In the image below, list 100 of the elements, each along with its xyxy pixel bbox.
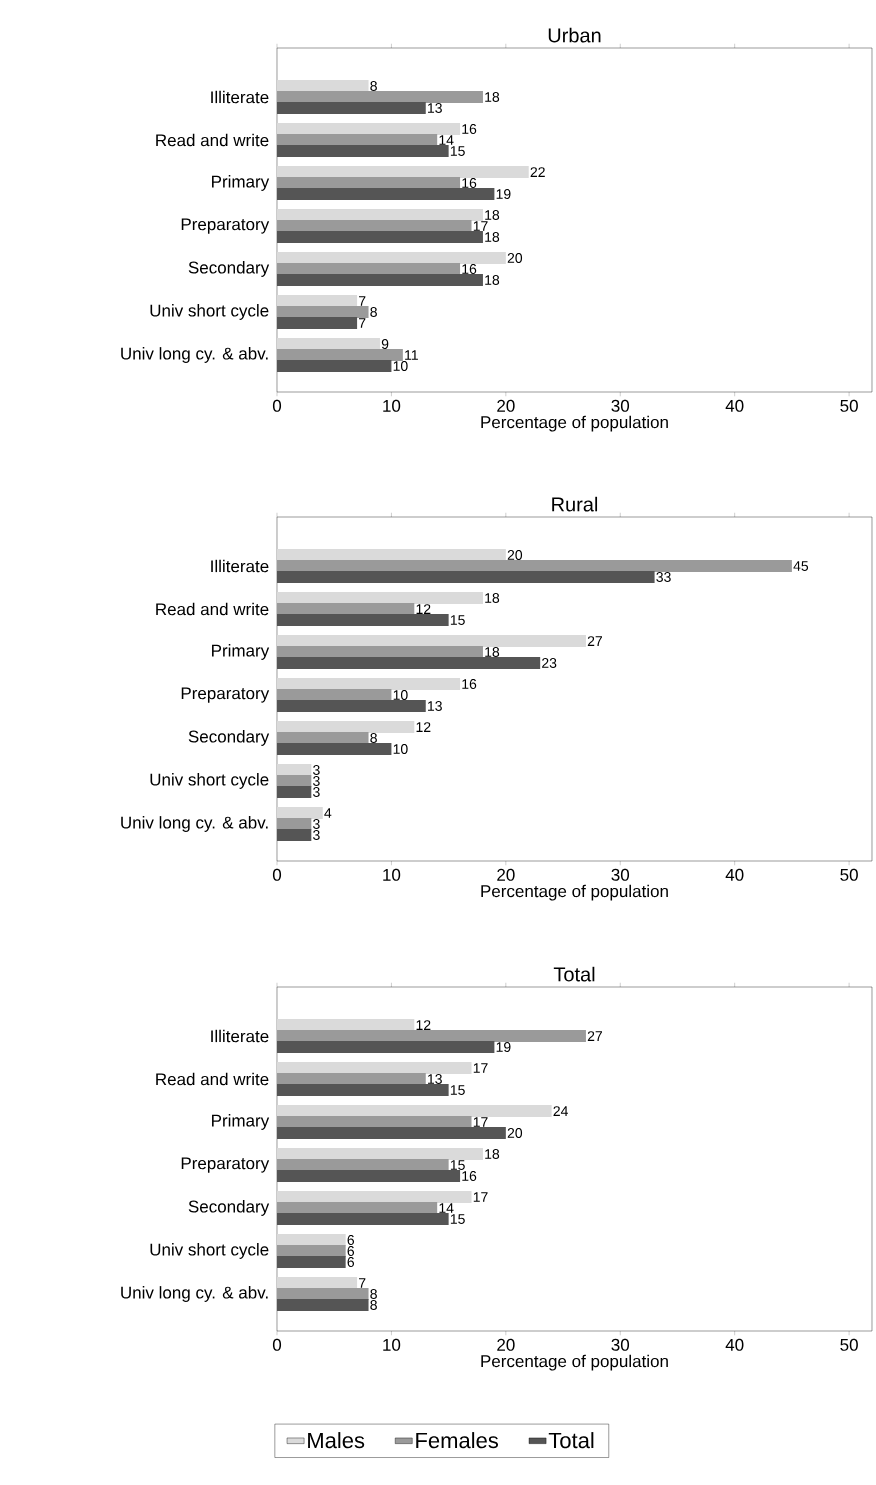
bar xyxy=(276,700,426,713)
data-label: 3 xyxy=(312,787,320,797)
data-label: 8 xyxy=(370,1300,377,1310)
y-tick-label: Univ short cycle xyxy=(150,304,269,320)
data-label: 3 xyxy=(312,819,320,829)
x-tick-label: 20 xyxy=(497,868,515,881)
y-tick-label: Secondary xyxy=(188,1200,270,1216)
bar xyxy=(276,678,460,691)
data-label: 6 xyxy=(347,1257,354,1267)
bar xyxy=(276,220,472,233)
data-label: 15 xyxy=(450,1214,465,1224)
bar xyxy=(276,166,529,179)
data-label: 10 xyxy=(393,744,408,754)
y-tick-label: Preparatory xyxy=(181,218,270,234)
bar xyxy=(276,1191,472,1204)
y-tick-label: Univ short cycle xyxy=(150,1243,269,1259)
bar xyxy=(276,274,483,287)
bar xyxy=(276,349,403,362)
bar xyxy=(276,263,460,276)
bar xyxy=(276,134,438,147)
bar xyxy=(276,764,312,777)
y-tick-label: Univ long cy. & abv. xyxy=(121,1286,268,1302)
x-tick-label: 30 xyxy=(611,399,629,412)
bar xyxy=(276,1245,346,1258)
data-label: 8 xyxy=(370,307,377,317)
data-label: 33 xyxy=(656,572,671,582)
bar xyxy=(276,231,483,244)
data-label: 6 xyxy=(347,1246,354,1256)
y-tick-label: Preparatory xyxy=(181,687,270,703)
data-label: 18 xyxy=(485,275,499,285)
data-label: 10 xyxy=(393,690,408,700)
bar xyxy=(276,1148,483,1161)
data-label: 14 xyxy=(439,1203,454,1213)
bar xyxy=(276,1288,369,1301)
y-tick-label: Illiterate xyxy=(211,1029,269,1043)
data-label: 12 xyxy=(416,604,431,614)
bar xyxy=(276,188,495,201)
bar xyxy=(276,295,357,308)
data-label: 16 xyxy=(462,124,477,134)
data-label: 7 xyxy=(358,296,366,306)
data-label: 16 xyxy=(462,1171,477,1181)
data-label: 17 xyxy=(473,1063,488,1073)
x-tick-label: 20 xyxy=(497,399,515,412)
data-label: 13 xyxy=(427,701,442,711)
x-tick-label: 0 xyxy=(272,399,281,412)
bar xyxy=(276,1073,426,1086)
data-label: 16 xyxy=(462,264,477,274)
y-tick-label: Secondary xyxy=(188,261,270,277)
x-tick-label: 50 xyxy=(840,399,858,412)
bar xyxy=(276,338,380,351)
data-label: 18 xyxy=(485,647,499,657)
data-label: 6 xyxy=(347,1235,354,1245)
data-label: 7 xyxy=(358,318,366,328)
legend-label: Males xyxy=(307,1432,365,1449)
data-label: 18 xyxy=(485,593,499,603)
bar xyxy=(276,657,541,670)
bar xyxy=(276,818,312,831)
y-tick-label: Primary xyxy=(211,644,270,660)
bar xyxy=(276,603,415,616)
data-label: 3 xyxy=(312,830,320,840)
data-label: 7 xyxy=(358,1278,366,1288)
bar xyxy=(276,1127,506,1140)
x-tick-label: 0 xyxy=(272,1338,281,1351)
x-tick-label: 10 xyxy=(383,399,401,412)
bar xyxy=(276,1170,460,1183)
data-label: 17 xyxy=(473,1192,488,1202)
data-label: 18 xyxy=(485,92,499,102)
bar xyxy=(276,646,483,659)
x-axis-title: Percentage of population xyxy=(481,1354,668,1371)
data-label: 17 xyxy=(473,221,488,231)
bar xyxy=(276,252,506,265)
data-label: 18 xyxy=(485,1149,499,1159)
bar xyxy=(276,1030,586,1043)
bar xyxy=(276,786,312,799)
bar xyxy=(276,102,426,115)
bar xyxy=(276,1105,552,1118)
y-tick-label: Univ short cycle xyxy=(150,773,269,789)
x-tick-label: 50 xyxy=(840,868,858,881)
chart-title: Urban xyxy=(548,27,601,43)
data-label: 8 xyxy=(370,733,377,743)
y-tick-label: Read and write xyxy=(156,133,269,147)
x-tick-label: 10 xyxy=(383,868,401,881)
data-label: 20 xyxy=(507,253,522,263)
bar xyxy=(276,1041,495,1054)
y-tick-label: Read and write xyxy=(156,1072,269,1086)
y-tick-label: Secondary xyxy=(188,730,270,746)
bar xyxy=(276,145,449,158)
bar xyxy=(276,1062,472,1075)
data-label: 22 xyxy=(530,167,545,177)
bar xyxy=(276,1202,438,1215)
bar xyxy=(276,1019,415,1032)
data-label: 12 xyxy=(416,1020,431,1030)
bar xyxy=(276,775,312,788)
bar xyxy=(276,592,483,605)
bar xyxy=(276,80,369,93)
y-tick-label: Univ long cy. & abv. xyxy=(121,347,268,363)
data-label: 16 xyxy=(462,679,477,689)
x-tick-label: 30 xyxy=(611,1338,629,1351)
data-label: 11 xyxy=(405,350,418,360)
bar xyxy=(276,1234,346,1247)
